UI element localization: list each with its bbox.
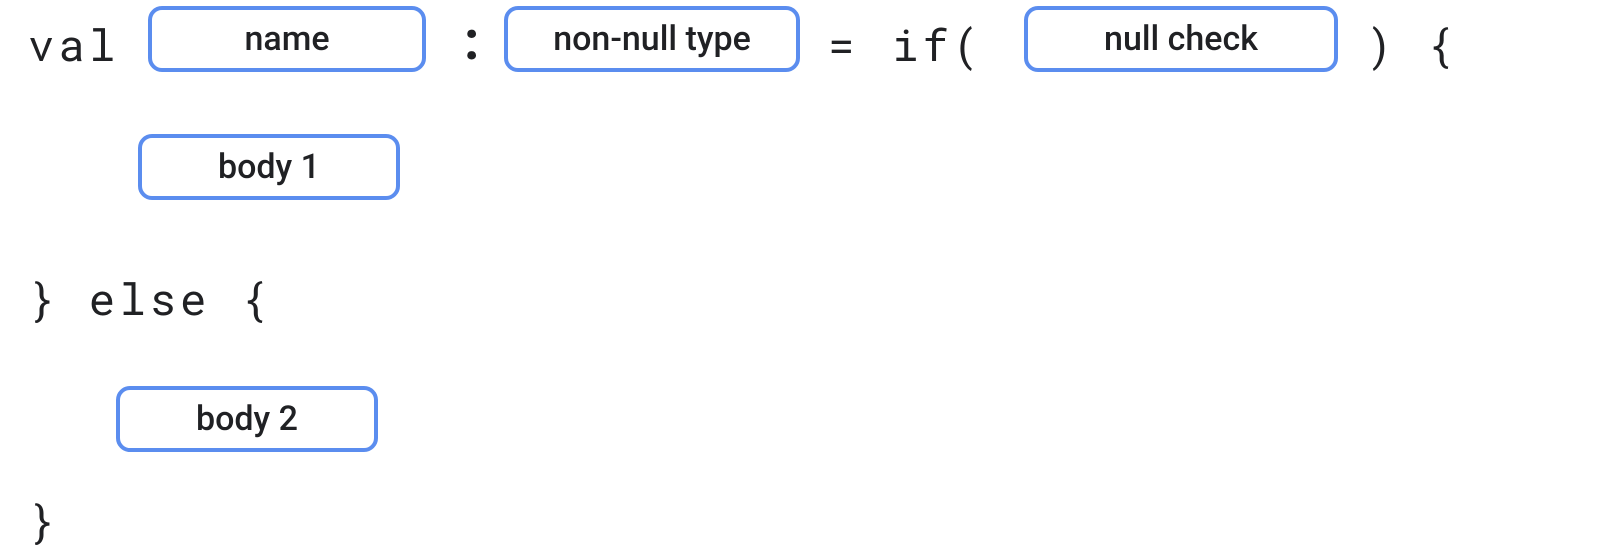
placeholder-body1: body 1 xyxy=(138,134,400,200)
symbol-colon: : xyxy=(455,14,486,66)
placeholder-nullcheck: null check xyxy=(1024,6,1338,72)
symbol-paren-brace: ) { xyxy=(1366,22,1457,66)
placeholder-body2: body 2 xyxy=(116,386,378,452)
syntax-diagram: val name : non-null type = if( null chec… xyxy=(0,0,1600,548)
keyword-if-open: if( xyxy=(892,22,983,66)
placeholder-type: non-null type xyxy=(504,6,800,72)
symbol-close-brace: } xyxy=(28,498,58,542)
symbol-equals: = xyxy=(828,22,854,66)
keyword-val: val xyxy=(28,22,119,66)
placeholder-name: name xyxy=(148,6,426,72)
keyword-else: } else { xyxy=(28,276,271,320)
